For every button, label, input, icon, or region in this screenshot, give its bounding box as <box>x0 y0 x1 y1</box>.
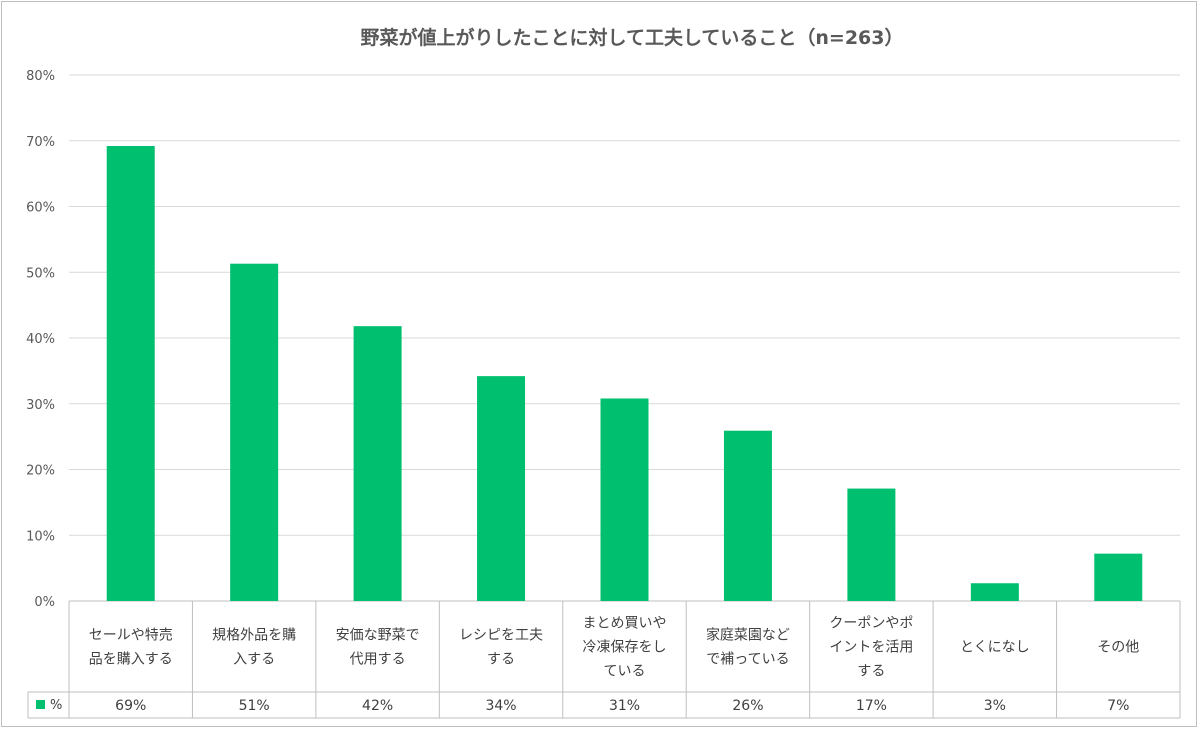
value-label: 31% <box>609 698 640 714</box>
y-tick-label: 80% <box>26 69 55 84</box>
y-tick-label: 70% <box>26 135 55 150</box>
category-label: 安価な野菜で <box>336 628 420 644</box>
value-label: 51% <box>239 698 270 714</box>
value-label: 17% <box>856 698 887 714</box>
category-label: 入する <box>233 652 275 668</box>
category-label: その他 <box>1097 640 1139 656</box>
y-tick-label: 40% <box>26 332 55 347</box>
category-label: イントを活用 <box>829 640 913 656</box>
category-label: とくになし <box>960 640 1030 656</box>
y-tick-label: 30% <box>26 398 55 413</box>
bar <box>353 326 402 601</box>
chart-title: 野菜が値上がりしたことに対して工夫していること（n=263） <box>361 26 904 49</box>
value-label: 3% <box>984 698 1006 714</box>
category-label: 規格外品を購 <box>212 628 296 644</box>
legend-series-name: % <box>50 698 62 713</box>
category-label: 代用する <box>350 652 406 668</box>
category-label: まとめ買いや <box>583 616 667 632</box>
value-label: 34% <box>485 698 516 714</box>
y-tick-label: 20% <box>26 464 55 479</box>
y-tick-label: 60% <box>26 201 55 216</box>
category-label: クーポンやポ <box>829 616 913 632</box>
category-label: する <box>487 652 515 668</box>
category-label: する <box>857 664 885 680</box>
value-label: 69% <box>115 698 146 714</box>
category-label: 品を購入する <box>89 652 173 668</box>
category-label: ている <box>604 664 646 680</box>
bar <box>723 430 772 601</box>
value-label: 26% <box>732 698 763 714</box>
bar <box>106 146 155 601</box>
bar <box>847 488 896 601</box>
bar <box>970 583 1019 601</box>
category-label: で補っている <box>706 652 789 668</box>
y-tick-label: 10% <box>26 529 55 544</box>
bar <box>230 263 279 601</box>
legend-swatch <box>36 700 45 709</box>
bar <box>1094 553 1143 601</box>
category-label: 冷凍保存をし <box>583 640 667 656</box>
y-axis-labels: 0% 10% 20% 30% 40% 50% 60% 70% 80% <box>26 69 55 610</box>
bar <box>477 376 526 601</box>
category-label: セールや特売 <box>89 628 173 644</box>
value-label: 7% <box>1107 698 1129 714</box>
y-tick-label: 0% <box>34 595 55 610</box>
category-label: レシピを工夫 <box>459 628 543 644</box>
bar <box>600 398 649 601</box>
category-label: 家庭菜園など <box>706 627 790 644</box>
value-label: 42% <box>362 698 393 714</box>
bars <box>106 146 1143 601</box>
y-tick-label: 50% <box>26 266 55 281</box>
